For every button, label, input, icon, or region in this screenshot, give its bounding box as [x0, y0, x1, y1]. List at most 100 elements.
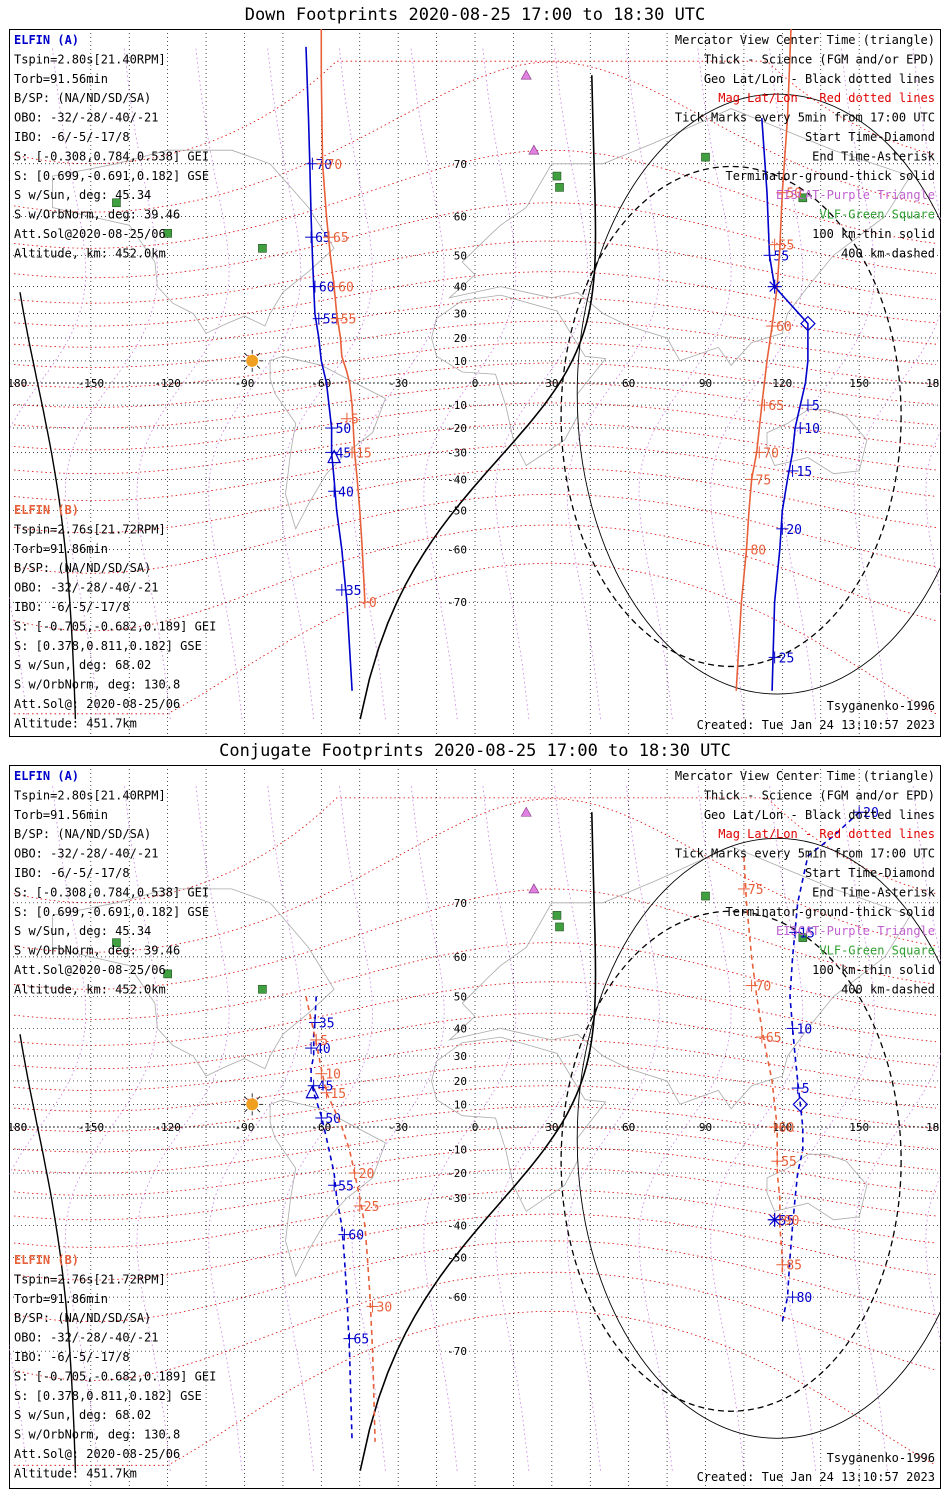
y-tick-label: -50	[447, 1252, 467, 1265]
mag-lon-line	[638, 783, 732, 1471]
track-tick-label: 10	[325, 1068, 341, 1083]
eiscat-triangle	[528, 883, 540, 894]
x-tick-label: 0	[472, 1121, 479, 1134]
mag-lon-line	[208, 46, 302, 720]
x-tick-label: 60	[622, 1121, 635, 1134]
info-line: S: [-0.705,-0.682,0.189] GEI	[14, 1369, 216, 1383]
mag-lon-line	[566, 46, 660, 720]
info-line: OBO: -32/-28/-40/-21	[14, 847, 159, 861]
mag-lon-line	[136, 783, 230, 1471]
y-tick-label: 10	[454, 355, 467, 368]
track-tick-label: 70	[327, 158, 343, 173]
sun-icon	[246, 354, 259, 367]
x-tick-label: 90	[699, 377, 712, 390]
info-line: S: [0.699,-0.691,0.182] GSE	[14, 169, 209, 183]
mag-lon-line	[351, 46, 445, 720]
mag-lon-line	[351, 783, 445, 1471]
mag-lat-line	[13, 1189, 937, 1248]
info-line: Att.Sol@2020-08-25/06	[14, 963, 166, 977]
x-tick-label: -30	[388, 1121, 408, 1134]
y-tick-label: 40	[454, 281, 467, 294]
info-line: IBO: -6/-5/-17/8	[14, 600, 130, 614]
coastline	[269, 355, 386, 530]
model-label: Tsyganenko-1996	[827, 1451, 935, 1465]
coastline	[448, 845, 912, 1110]
track-tick-label: 55	[323, 313, 339, 328]
y-tick-label: 70	[454, 897, 467, 910]
info-line: B/SP: (NA/ND/SD/SA)	[14, 91, 151, 105]
y-tick-label: 30	[454, 1050, 467, 1063]
terminator-100km	[576, 93, 941, 695]
x-tick-label: -150	[78, 377, 105, 390]
track-tick-label: 45	[336, 446, 352, 461]
orbit-track	[735, 29, 792, 691]
info-line: Att.Sol@: 2020-08-25/06	[14, 697, 180, 711]
track-tick-label: 65	[315, 231, 331, 246]
coastline	[52, 888, 335, 1077]
track-tick-label: 60	[319, 281, 335, 296]
track-tick-label: 85	[786, 1259, 802, 1274]
sun-icon	[246, 1098, 259, 1111]
legend-line: End Time-Asterisk	[812, 149, 936, 163]
info-line: S: [-0.705,-0.682,0.189] GEI	[14, 619, 216, 633]
info-line: S: [-0.308,0.784,0.538] GEI	[14, 885, 209, 899]
mag-lat-line	[13, 1039, 937, 1091]
info-line: OBO: -32/-28/-40/-21	[14, 581, 159, 595]
track-tick-label: 15	[330, 1087, 346, 1102]
x-tick-label: 0	[472, 377, 479, 390]
info-line: S w/OrbNorm, deg: 130.8	[14, 678, 180, 692]
track-tick-label: 55	[779, 1214, 795, 1229]
coastline	[448, 108, 912, 366]
x-tick-label: 30	[545, 377, 558, 390]
track-tick-label: 60	[338, 281, 354, 296]
track-tick-label: 15	[356, 446, 372, 461]
coastline	[766, 409, 868, 475]
info-line: S w/Sun, deg: 45.34	[14, 188, 151, 202]
info-line: S w/OrbNorm, deg: 130.8	[14, 1428, 180, 1442]
mag-lon-line	[64, 46, 158, 720]
mag-lat-line	[13, 271, 937, 327]
x-tick-label: 30	[545, 1121, 558, 1134]
sun-ray	[256, 1109, 261, 1113]
mag-lon-line	[853, 783, 941, 1471]
mag-lon-line	[710, 783, 804, 1471]
track-tick-label: 35	[319, 1016, 335, 1031]
legend-line: 100 km-thin solid	[812, 227, 935, 241]
vlf-square	[798, 933, 808, 942]
info-line: Tspin=2.80s[21.40RPM]	[14, 52, 166, 66]
track-tick-label: 55	[338, 1179, 354, 1194]
legend-line: Geo Lat/Lon - Black dotted lines	[704, 72, 935, 86]
y-tick-label: 40	[454, 1022, 467, 1035]
x-tick-label: 150	[849, 377, 869, 390]
track-tick-label: 10	[797, 1022, 813, 1037]
mag-lon-line	[781, 46, 875, 720]
y-tick-label: 60	[454, 211, 467, 224]
mag-lat-line	[13, 1167, 937, 1221]
vlf-square	[163, 228, 172, 238]
mag-lat-line	[13, 320, 937, 368]
panel2-title: Conjugate Footprints 2020-08-25 17:00 to…	[219, 741, 731, 761]
x-tick-label: -30	[388, 377, 408, 390]
track-tick-label: 25	[779, 651, 795, 666]
vlf-square	[552, 911, 562, 920]
track-tick-label: 5	[812, 399, 820, 414]
track-tick-label: 5	[351, 413, 359, 428]
x-tick-label: 120	[772, 377, 792, 390]
elfin-b-label: ELFIN (B)	[14, 1253, 79, 1267]
coastline	[766, 1153, 868, 1221]
legend-line: 100 km-thin solid	[812, 963, 935, 977]
info-line: B/SP: (NA/ND/SD/SA)	[14, 827, 151, 841]
y-tick-label: 50	[454, 249, 467, 262]
track-tick-label: 10	[804, 422, 820, 437]
info-line: S: [0.378,0.811,0.182] GSE	[14, 639, 202, 653]
legend-line: 400 km-dashed	[841, 982, 935, 996]
info-line: Torb=91.56min	[14, 808, 108, 822]
legend-line: Start Time-Diamond	[805, 866, 935, 880]
info-line: Tspin=2.80s[21.40RPM]	[14, 788, 166, 802]
y-tick-label: -40	[447, 1220, 467, 1233]
y-tick-label: 70	[454, 158, 467, 171]
legend-line: Terminator-ground-thick solid	[725, 905, 935, 919]
sun-ray	[256, 352, 261, 357]
mag-lat-line	[13, 888, 937, 990]
x-tick-label: -60	[311, 377, 331, 390]
